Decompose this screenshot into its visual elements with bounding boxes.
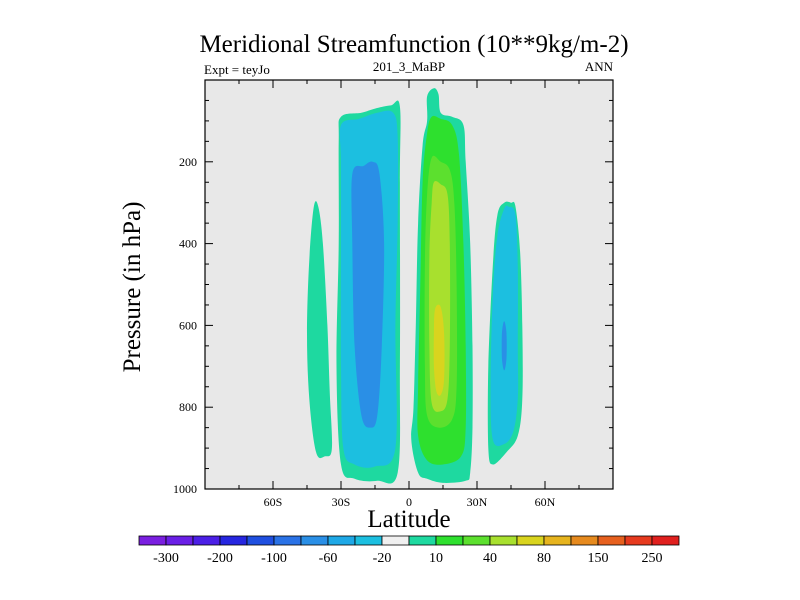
southern-cell-60-contour	[351, 161, 385, 428]
colorbar-swatch	[624, 535, 653, 546]
colorbar-label: -20	[373, 551, 392, 566]
contour-cells	[307, 88, 523, 484]
colorbar-swatch	[408, 535, 437, 546]
colorbar-swatch	[462, 535, 491, 546]
y-tick-label: 800	[179, 400, 197, 414]
colorbar: -300 -200 -100 -60 -20 10 40 80 150 250	[138, 535, 680, 566]
colorbar-label: -100	[261, 551, 287, 566]
x-axis-label: Latitude	[367, 506, 450, 533]
y-axis-label: Pressure (in hPa)	[119, 202, 146, 373]
northern-outer-cell-core	[501, 321, 507, 371]
colorbar-label: 80	[537, 551, 551, 566]
colorbar-label: 250	[642, 551, 663, 566]
colorbar-label: -60	[319, 551, 338, 566]
colorbar-label: 40	[483, 551, 497, 566]
colorbar-swatch	[489, 535, 518, 546]
colorbar-swatch	[543, 535, 572, 546]
colorbar-swatch	[516, 535, 545, 546]
colorbar-swatch	[651, 535, 680, 546]
y-tick-label: 200	[179, 155, 197, 169]
y-tick-label: 400	[179, 237, 197, 251]
colorbar-swatch	[570, 535, 599, 546]
x-tick-label: 0	[406, 495, 412, 509]
colorbar-swatch	[165, 535, 194, 546]
colorbar-swatch	[327, 535, 356, 546]
colorbar-label: -200	[207, 551, 233, 566]
period-label: 201_3_MaBP	[373, 59, 445, 74]
chart-title: Meridional Streamfunction (10**9kg/m-2)	[199, 31, 628, 58]
colorbar-swatch	[273, 535, 302, 546]
colorbar-label: -300	[153, 551, 179, 566]
colorbar-swatch	[300, 535, 329, 546]
colorbar-swatch	[192, 535, 221, 546]
colorbar-swatch	[246, 535, 275, 546]
southern-outer-cell	[307, 201, 333, 459]
axis-ticks: 60S 30S 0 30N 60N 200 400 600 800 1000	[173, 80, 613, 509]
colorbar-swatch	[354, 535, 383, 546]
colorbar-label: 150	[588, 551, 609, 566]
x-tick-label: 60S	[264, 495, 283, 509]
northern-cell-150-contour	[433, 304, 445, 396]
colorbar-swatch	[435, 535, 464, 546]
plot-area	[205, 80, 613, 489]
y-tick-label: 600	[179, 318, 197, 332]
colorbar-swatch	[219, 535, 248, 546]
colorbar-swatch	[381, 535, 410, 546]
experiment-label: Expt = teyJo	[204, 62, 270, 77]
colorbar-swatch	[138, 535, 167, 546]
y-tick-label: 1000	[173, 482, 197, 496]
colorbar-label: 10	[429, 551, 443, 566]
x-tick-label: 30S	[332, 495, 351, 509]
season-label: ANN	[585, 59, 614, 74]
x-tick-label: 30N	[467, 495, 488, 509]
x-tick-label: 60N	[535, 495, 556, 509]
colorbar-swatch	[597, 535, 626, 546]
